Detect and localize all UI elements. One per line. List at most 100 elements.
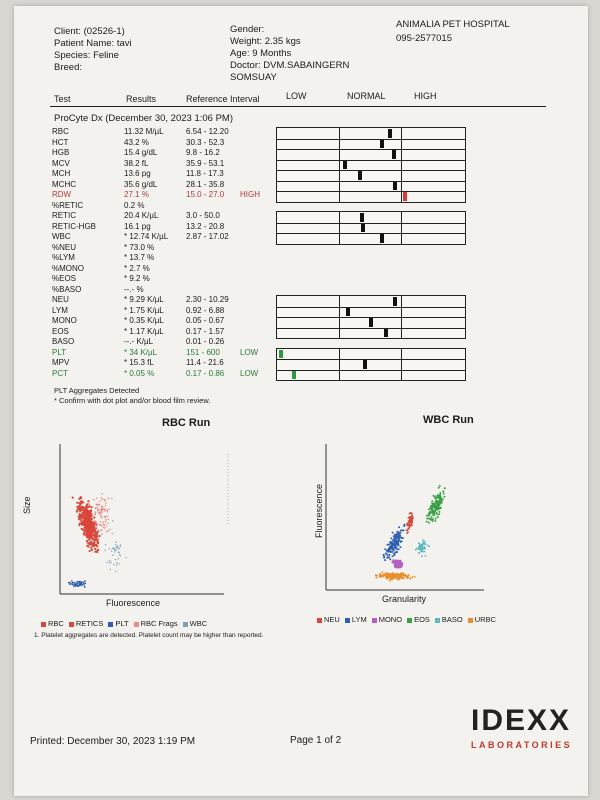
range-divider	[339, 212, 341, 244]
scatter-dot	[78, 502, 81, 505]
range-divider	[339, 348, 341, 380]
scatter-dot	[113, 547, 115, 549]
test-result: 0.2 %	[124, 200, 145, 210]
scatter-dot	[442, 490, 445, 493]
test-result: 15.4 g/dL	[124, 148, 158, 157]
scatter-dot	[105, 502, 107, 504]
scatter-dot	[76, 581, 79, 583]
scatter-dot	[108, 508, 110, 510]
scatter-dot	[439, 502, 442, 505]
scatter-dot	[424, 555, 427, 557]
scatter-dot	[94, 511, 97, 513]
scatter-dot	[81, 505, 85, 509]
age-line: Age: 9 Months	[230, 48, 291, 60]
scatter-dot	[389, 558, 392, 561]
scatter-dot	[114, 551, 116, 553]
scatter-dot	[393, 572, 396, 575]
scatter-dot	[91, 533, 94, 536]
scatter-dot	[96, 530, 100, 533]
scatter-dot	[406, 524, 408, 527]
scatter-dot	[104, 500, 106, 502]
weight-label: Weight:	[230, 36, 263, 47]
test-result: 13.6 pg	[124, 169, 151, 178]
scatter-dot	[388, 546, 391, 549]
scatter-dot	[432, 504, 435, 507]
scatter-dot	[435, 499, 438, 502]
reference-range: 11.8 - 17.3	[186, 169, 224, 178]
scatter-dot	[94, 526, 97, 529]
scatter-dot	[83, 583, 86, 585]
result-row: EOS * 1.17 K/µL 0.17 - 1.57	[14, 327, 574, 338]
rbc-plot-title: RBC Run	[162, 417, 211, 429]
reference-range: 151 - 600	[186, 347, 220, 357]
test-result: --.- K/µL	[124, 337, 154, 346]
scatter-dot	[103, 510, 106, 512]
scatter-dot	[88, 517, 91, 520]
scatter-dot	[104, 504, 107, 507]
scatter-dot	[396, 536, 399, 539]
scatter-dot	[118, 547, 120, 550]
test-name: LYM	[52, 305, 68, 315]
scatter-dot	[414, 548, 417, 551]
scatter-dot	[396, 578, 399, 581]
scatter-dot	[395, 560, 398, 563]
range-marker	[342, 160, 347, 169]
scatter-dot	[94, 529, 97, 532]
scatter-dot	[75, 510, 78, 513]
reference-range: 3.0 - 50.0	[186, 211, 220, 220]
result-row: MPV * 15.3 fL 11.4 - 21.6	[14, 358, 574, 369]
printed-date: Printed: December 30, 2023 1:19 PM	[30, 736, 196, 747]
scatter-dot	[399, 546, 402, 549]
page-number: Page 1 of 2	[290, 735, 342, 746]
legend-label: PLT	[115, 619, 129, 628]
scatter-dot	[80, 581, 82, 583]
scatter-dot	[105, 518, 107, 521]
scatter-dot	[391, 575, 394, 578]
scatter-dot	[421, 555, 423, 558]
test-name: EOS	[52, 326, 69, 336]
scatter-dot	[88, 538, 91, 541]
breed-label: Breed:	[54, 62, 82, 73]
gender-line: Gender:	[230, 24, 264, 36]
scatter-dot	[412, 516, 414, 518]
scatter-dot	[102, 521, 104, 523]
scatter-dot	[390, 544, 393, 547]
scatter-dot	[431, 500, 434, 503]
scatter-dot	[84, 508, 87, 511]
scatter-dot	[401, 537, 404, 539]
scatter-dot	[87, 527, 90, 530]
scatter-dot	[101, 510, 103, 512]
scatter-dot	[391, 550, 394, 553]
scatter-dot	[396, 563, 400, 566]
scatter-dot	[431, 512, 434, 515]
client-value: (02526-1)	[83, 26, 125, 37]
breed-line: Breed:	[54, 62, 82, 74]
scatter-dot	[83, 524, 86, 527]
scatter-dot	[115, 564, 118, 566]
scatter-dot	[95, 536, 98, 539]
test-name: RDW	[52, 190, 72, 199]
test-name: WBC	[52, 232, 71, 241]
scatter-dot	[71, 583, 73, 586]
scatter-dot	[94, 547, 97, 551]
scatter-dot	[106, 562, 108, 564]
scatter-dot	[100, 516, 103, 519]
test-name: RETIC	[52, 211, 76, 220]
scatter-dot	[84, 519, 87, 522]
scatter-dot	[107, 518, 110, 521]
col-test: Test	[54, 94, 71, 104]
scatter-dot	[394, 574, 397, 577]
result-row: LYM * 1.75 K/µL 0.92 - 6.88	[14, 306, 574, 317]
scatter-dot	[407, 520, 410, 523]
doctor-label: Doctor:	[230, 60, 261, 71]
scatter-dot	[67, 582, 70, 584]
scatter-dot	[441, 498, 444, 501]
scatter-dot	[420, 546, 423, 549]
scatter-dot	[388, 553, 391, 556]
scatter-dot	[386, 543, 389, 546]
flag-label: LOW	[240, 347, 259, 357]
wbc-xlabel: Granularity	[382, 594, 427, 604]
scatter-dot	[439, 506, 442, 509]
scatter-dot	[114, 547, 116, 550]
section-title: ProCyte Dx (December 30, 2023 1:06 PM)	[54, 113, 233, 124]
